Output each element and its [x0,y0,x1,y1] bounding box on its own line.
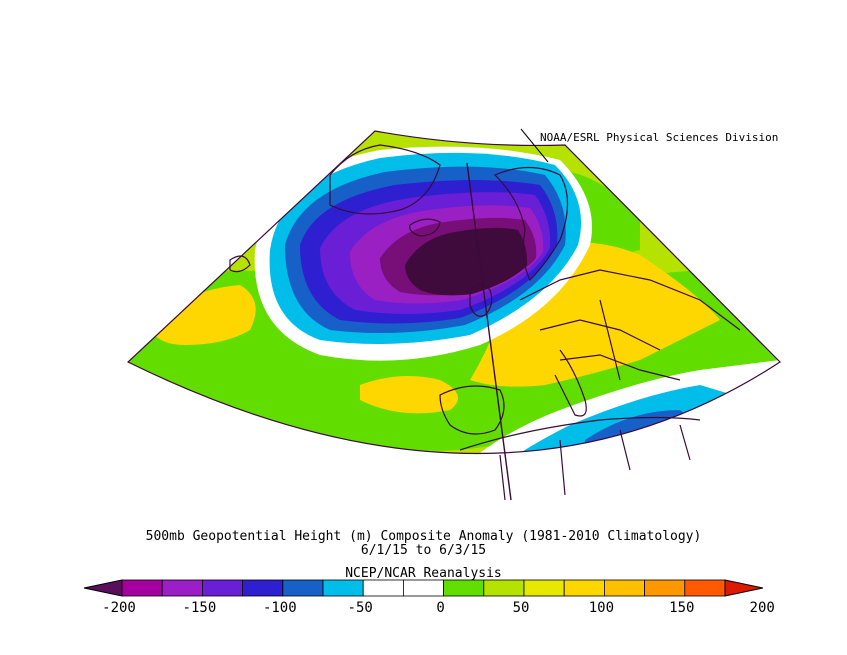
colorbar-swatch [684,579,726,597]
colorbar-swatch [282,579,324,597]
coastlines [229,144,741,501]
light-blue-south-west [205,429,294,454]
colorbar-tick-label: -150 [183,600,217,616]
colorbar-left-arrow [83,579,123,597]
colorbar-tick-label: -100 [263,600,297,616]
colorbar-swatch [121,579,163,597]
scandinavia-coast [493,166,569,282]
title-line-1: 500mb Geopotential Height (m) Composite … [145,529,702,544]
anomaly-map [126,128,781,501]
colorbar-tick-label: -200 [102,600,136,616]
colorbar-swatch [443,579,485,597]
colorbar-tick-label: 150 [669,600,694,616]
baffin-coast [229,255,251,273]
colorbar-swatch [322,579,364,597]
africa-borders [499,424,691,501]
meridian-line [466,162,512,501]
colorbar-tick-label: -50 [348,600,373,616]
credit-label: NOAA/ESRL Physical Sciences Division [540,131,779,144]
colorbar-swatch [483,579,525,597]
colorbar-tick-label: 200 [750,600,775,616]
europe-borders [519,269,741,381]
colorbar-swatch [242,579,284,597]
iceland-coast [409,218,441,237]
yellow-patch-atlantic [360,376,458,414]
colorbar-swatch [644,579,686,597]
yellow-patch-west [150,285,256,345]
colorbar-tick-label: 50 [513,600,530,616]
colorbar-swatch [523,579,565,597]
colorbar-tick-label: 0 [436,600,444,616]
colorbar-tick-label: 100 [589,600,614,616]
iberia-coast [439,385,505,435]
neg-extreme [405,227,528,296]
map-boundary [126,130,781,454]
colorbar-swatch [201,579,243,597]
greenland-coast [329,144,441,215]
colorbar-swatch [161,579,203,597]
credit-pointer [520,128,549,163]
colorbar-swatch [563,579,605,597]
colorbar: -200 -150 -100 -50 0 50 100 150 200 [83,579,775,616]
anomaly-field [128,131,780,454]
colorbar-swatch [362,579,404,597]
italy-coast [554,349,587,417]
colorbar-right-arrow [724,579,764,597]
title-line-2: 6/1/15 to 6/3/15 [360,543,487,558]
north-africa-coast [459,416,701,451]
colorbar-swatch [604,579,646,597]
colorbar-swatch [402,579,444,597]
british-isles [469,284,493,317]
title-line-3: NCEP/NCAR Reanalysis [345,566,502,581]
